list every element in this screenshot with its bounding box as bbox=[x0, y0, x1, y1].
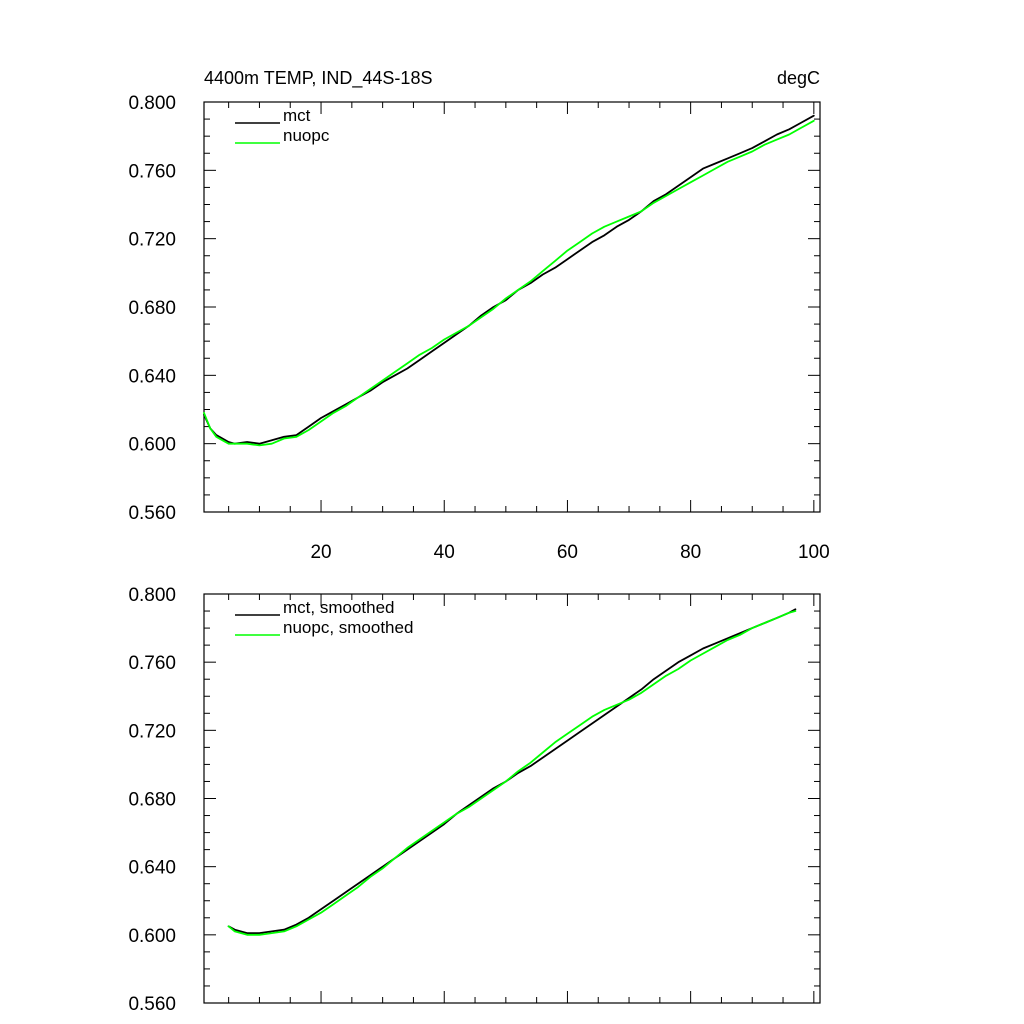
y-tick-label: 0.720 bbox=[128, 230, 176, 251]
x-tick-label: 60 bbox=[557, 542, 578, 563]
plot-frame bbox=[203, 101, 821, 513]
y-tick-label: 0.600 bbox=[128, 926, 176, 947]
top-panel: 4400m TEMP, IND_44S-18S degC 0.560 0.600 0… bbox=[128, 68, 829, 563]
series-line-nuopc bbox=[203, 119, 815, 447]
x-tick-label: 40 bbox=[434, 542, 455, 563]
tick-marks bbox=[204, 593, 820, 1004]
units-label: degC bbox=[777, 68, 820, 88]
series-line-mct-smoothed bbox=[227, 608, 797, 934]
chart-title: 4400m TEMP, IND_44S-18S bbox=[204, 68, 432, 89]
series-line-mct bbox=[203, 114, 815, 445]
y-tick-label: 0.720 bbox=[128, 721, 176, 742]
y-tick-label: 0.800 bbox=[128, 585, 176, 606]
y-tick-label: 0.560 bbox=[128, 994, 176, 1015]
legend-label: nuopc, smoothed bbox=[283, 618, 413, 637]
bottom-panel: 0.560 0.600 0.640 0.680 0.720 0.760 0.800 mct, … bbox=[128, 585, 821, 1015]
x-tick-label: 80 bbox=[680, 542, 701, 563]
x-tick-label: 20 bbox=[310, 542, 331, 563]
x-tick-label: 100 bbox=[798, 542, 830, 563]
legend-label: mct bbox=[283, 106, 311, 125]
series-line-nuopc-smoothed bbox=[227, 610, 797, 936]
y-tick-label: 0.800 bbox=[128, 93, 176, 114]
y-tick-label: 0.600 bbox=[128, 435, 176, 456]
legend-label: mct, smoothed bbox=[283, 598, 395, 617]
legend-label: nuopc bbox=[283, 126, 330, 145]
y-tick-label: 0.560 bbox=[128, 503, 176, 524]
y-tick-label: 0.680 bbox=[128, 790, 176, 811]
tick-marks bbox=[204, 101, 820, 513]
y-tick-label: 0.640 bbox=[128, 366, 176, 387]
y-tick-label: 0.640 bbox=[128, 858, 176, 879]
y-tick-label: 0.760 bbox=[128, 653, 176, 674]
y-tick-label: 0.680 bbox=[128, 298, 176, 319]
plot-frame bbox=[203, 593, 821, 1004]
y-tick-label: 0.760 bbox=[128, 161, 176, 182]
